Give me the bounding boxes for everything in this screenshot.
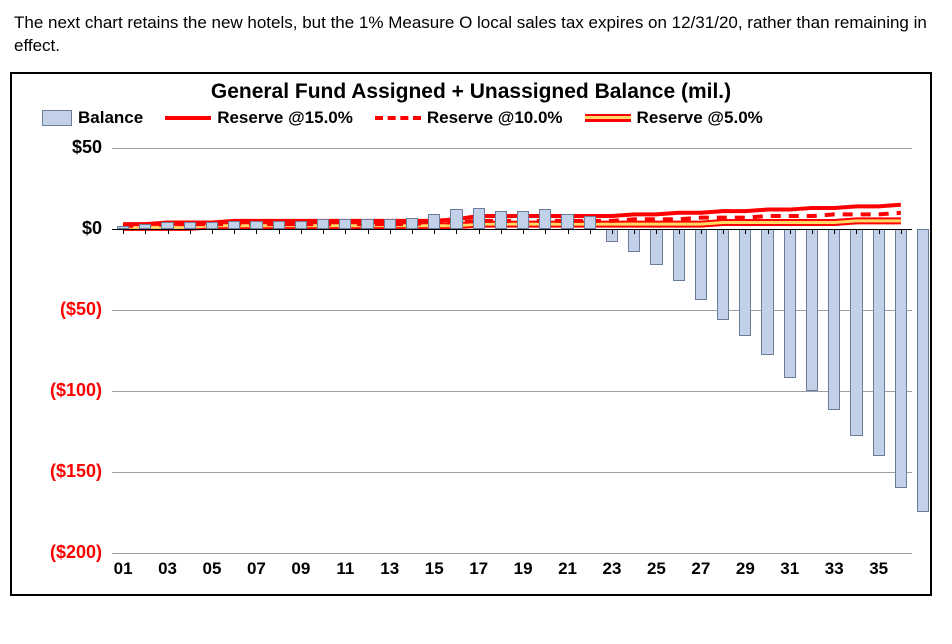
x-axis-label: 11: [336, 559, 354, 579]
balance-bar: [250, 221, 262, 229]
chart-title: General Fund Assigned + Unassigned Balan…: [12, 80, 930, 104]
x-axis-label: 35: [869, 559, 888, 579]
balance-bar: [206, 222, 218, 228]
chart-container: General Fund Assigned + Unassigned Balan…: [10, 72, 932, 596]
balance-bar: [806, 229, 818, 391]
balance-bar: [673, 229, 685, 281]
caption-text: The next chart retains the new hotels, b…: [14, 12, 938, 58]
balance-bar: [850, 229, 862, 436]
balance-bar: [895, 229, 907, 488]
balance-bar: [495, 211, 507, 229]
balance-bar: [784, 229, 796, 378]
x-axis-label: 29: [736, 559, 755, 579]
gridline: [112, 391, 912, 392]
y-axis-label: ($150): [22, 461, 102, 482]
legend-label: Reserve @10.0%: [427, 108, 563, 128]
balance-bar: [384, 219, 396, 229]
x-axis-label: 17: [469, 559, 488, 579]
x-axis-label: 13: [380, 559, 399, 579]
gridline: [112, 472, 912, 473]
balance-bar: [873, 229, 885, 456]
y-axis-label: $50: [22, 137, 102, 158]
legend-swatch-bar: [42, 110, 72, 126]
x-axis-label: 23: [603, 559, 622, 579]
plot-area: $50$0($50)($100)($150)($200)010305070911…: [112, 148, 912, 553]
legend-label: Reserve @15.0%: [217, 108, 353, 128]
x-axis-label: 33: [825, 559, 844, 579]
balance-bar: [584, 216, 596, 229]
x-axis-line: [112, 229, 912, 230]
balance-bar: [517, 211, 529, 229]
x-axis-label: 19: [514, 559, 533, 579]
y-axis-label: ($50): [22, 299, 102, 320]
balance-bar: [161, 222, 173, 228]
balance-bar: [761, 229, 773, 355]
legend-swatch-line-solid: [165, 116, 211, 120]
legend-item-reserve15: Reserve @15.0%: [165, 108, 353, 128]
balance-bar: [361, 219, 373, 229]
balance-bar: [450, 209, 462, 228]
y-axis-label: ($100): [22, 380, 102, 401]
x-axis-label: 07: [247, 559, 266, 579]
x-axis-label: 01: [114, 559, 133, 579]
balance-bar: [650, 229, 662, 265]
balance-bar: [339, 219, 351, 229]
balance-bar: [917, 229, 929, 513]
legend-swatch-line-dashed: [375, 116, 421, 120]
legend-item-reserve10: Reserve @10.0%: [375, 108, 563, 128]
balance-bar: [828, 229, 840, 410]
x-axis-label: 15: [425, 559, 444, 579]
balance-bar: [184, 222, 196, 228]
chart-legend: Balance Reserve @15.0% Reserve @10.0% Re…: [42, 108, 920, 128]
legend-label: Balance: [78, 108, 143, 128]
y-axis-label: ($200): [22, 542, 102, 563]
x-axis-label: 21: [558, 559, 577, 579]
x-axis-label: 09: [291, 559, 310, 579]
balance-bar: [561, 214, 573, 229]
x-axis-label: 05: [203, 559, 222, 579]
legend-label: Reserve @5.0%: [637, 108, 763, 128]
balance-bar: [539, 209, 551, 228]
balance-bar: [317, 219, 329, 229]
legend-item-reserve5: Reserve @5.0%: [585, 108, 763, 128]
x-axis-label: 25: [647, 559, 666, 579]
balance-bar: [428, 214, 440, 229]
balance-bar: [273, 221, 285, 229]
y-axis-label: $0: [22, 218, 102, 239]
balance-bar: [228, 221, 240, 229]
legend-item-balance: Balance: [42, 108, 143, 128]
balance-bar: [717, 229, 729, 320]
balance-bar: [295, 221, 307, 229]
gridline: [112, 148, 912, 149]
x-axis-label: 03: [158, 559, 177, 579]
balance-bar: [473, 208, 485, 229]
x-axis-label: 31: [780, 559, 799, 579]
balance-bar: [406, 218, 418, 229]
balance-bar: [739, 229, 751, 336]
legend-swatch-line-double: [585, 114, 631, 122]
balance-bar: [695, 229, 707, 300]
gridline: [112, 553, 912, 554]
x-axis-label: 27: [691, 559, 710, 579]
